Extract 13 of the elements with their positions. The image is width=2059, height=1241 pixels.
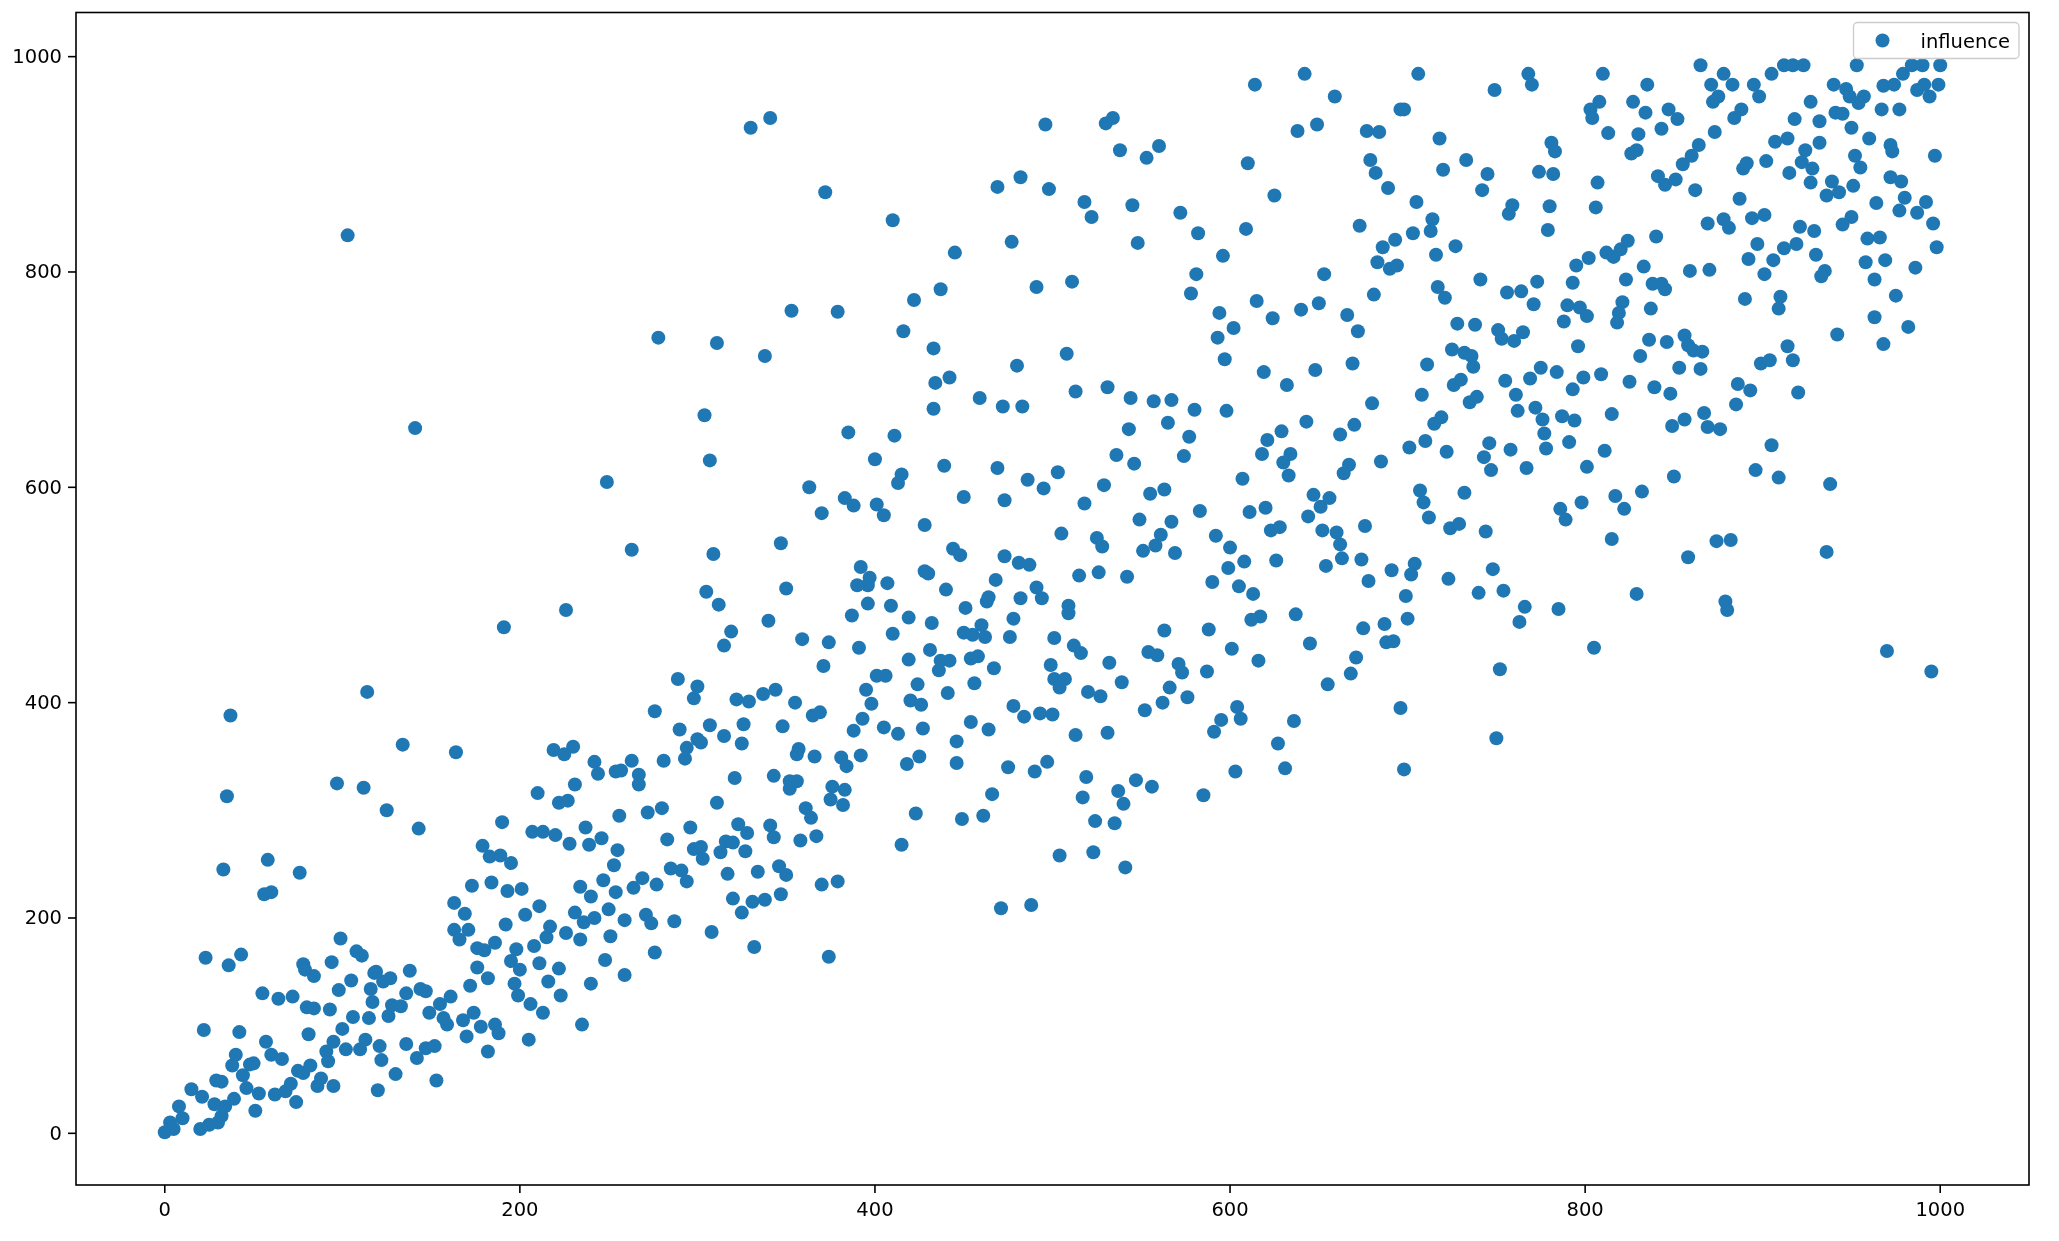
x-tick-label: 0	[158, 1197, 171, 1221]
x-tick-label: 1000	[1915, 1197, 1966, 1221]
x-tick-label: 400	[856, 1197, 894, 1221]
y-tick-label: 1000	[12, 45, 62, 69]
y-tick-label: 800	[24, 260, 62, 284]
y-tick-label: 400	[24, 691, 62, 715]
x-tick-label: 600	[1211, 1197, 1249, 1221]
x-tick-label: 200	[501, 1197, 539, 1221]
y-tick-label: 0	[49, 1121, 62, 1145]
y-tick-label: 600	[24, 475, 62, 499]
y-tick-label: 200	[24, 906, 62, 930]
x-tick-label: 800	[1566, 1197, 1604, 1221]
legend-label: influence	[1920, 29, 2011, 52]
